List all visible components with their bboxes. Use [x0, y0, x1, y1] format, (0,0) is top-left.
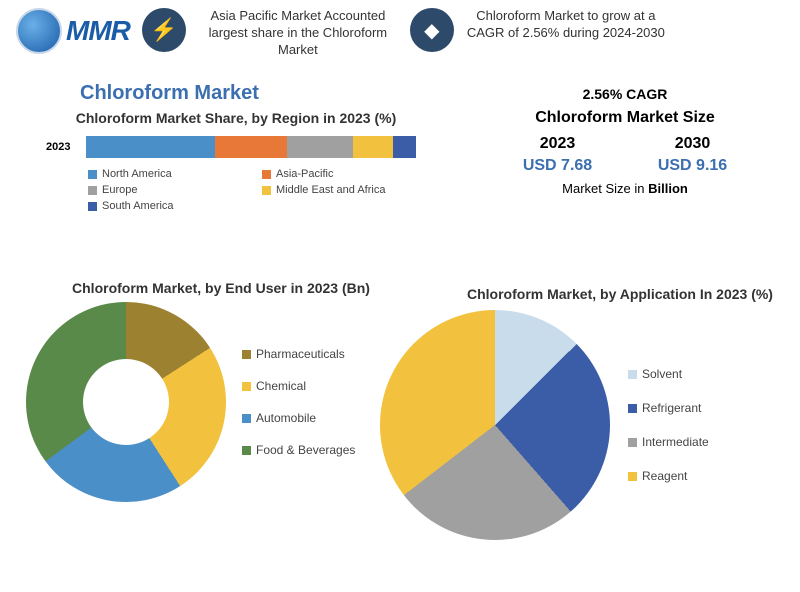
- donut-graphic: [26, 302, 226, 502]
- cagr-label: 2.56% CAGR: [490, 86, 760, 102]
- legend-item: Europe: [88, 184, 252, 196]
- legend-swatch: [242, 446, 251, 455]
- size-val-1: USD 7.68: [523, 157, 592, 175]
- region-seg: [353, 136, 393, 158]
- donut-title: Chloroform Market, by End User in 2023 (…: [26, 280, 416, 296]
- legend-swatch: [628, 438, 637, 447]
- legend-label: Refrigerant: [642, 401, 701, 415]
- region-bar: [86, 136, 416, 158]
- header-text-2: Chloroform Market to grow at a CAGR of 2…: [466, 8, 666, 42]
- donut-legend: Pharmaceuticals Chemical Automobile Food & …: [242, 347, 355, 457]
- legend-label: Automobile: [256, 411, 316, 425]
- pie-title: Chloroform Market, by Application In 202…: [450, 286, 790, 302]
- legend-item: Middle East and Africa: [262, 184, 426, 196]
- size-title: Chloroform Market Size: [490, 108, 760, 127]
- flame-icon: ◆: [410, 8, 454, 52]
- legend-swatch: [628, 370, 637, 379]
- legend-swatch: [262, 170, 271, 179]
- region-seg: [393, 136, 416, 158]
- header-text-1: Asia Pacific Market Accounted largest sh…: [198, 8, 398, 59]
- legend-item: Automobile: [242, 411, 355, 425]
- legend-label: South America: [102, 200, 174, 212]
- legend-label: North America: [102, 168, 172, 180]
- legend-item: South America: [88, 200, 252, 212]
- legend-label: Europe: [102, 184, 137, 196]
- size-year-1: 2023: [540, 135, 576, 153]
- size-note: Market Size in Billion: [490, 181, 760, 196]
- logo-text: MMR: [66, 15, 130, 47]
- legend-swatch: [242, 414, 251, 423]
- region-seg: [287, 136, 353, 158]
- legend-label: Asia-Pacific: [276, 168, 333, 180]
- size-val-2: USD 9.16: [658, 157, 727, 175]
- bolt-icon: ⚡: [142, 8, 186, 52]
- legend-item: Reagent: [628, 469, 709, 483]
- donut-chart: Chloroform Market, by End User in 2023 (…: [26, 280, 416, 502]
- legend-label: Pharmaceuticals: [256, 347, 345, 361]
- logo: MMR: [16, 8, 130, 54]
- region-seg: [215, 136, 288, 158]
- size-years: 2023 2030: [490, 135, 760, 153]
- legend-swatch: [242, 382, 251, 391]
- legend-item: Food & Beverages: [242, 443, 355, 457]
- pie-legend: Solvent Refrigerant Intermediate Reagent: [628, 367, 709, 483]
- main-title: Chloroform Market: [80, 82, 259, 105]
- legend-label: Intermediate: [642, 435, 709, 449]
- legend-swatch: [262, 186, 271, 195]
- header: MMR ⚡ Asia Pacific Market Accounted larg…: [0, 0, 800, 63]
- legend-item: Pharmaceuticals: [242, 347, 355, 361]
- size-note-bold: Billion: [648, 181, 688, 196]
- region-legend: North America Asia-Pacific Europe Middle Ea…: [88, 168, 426, 212]
- legend-item: Chemical: [242, 379, 355, 393]
- region-bar-label: 2023: [46, 141, 78, 153]
- globe-icon: [16, 8, 62, 54]
- legend-item: Asia-Pacific: [262, 168, 426, 180]
- pie-graphic: [380, 310, 610, 540]
- legend-label: Middle East and Africa: [276, 184, 385, 196]
- legend-label: Solvent: [642, 367, 682, 381]
- legend-label: Chemical: [256, 379, 306, 393]
- legend-item: Intermediate: [628, 435, 709, 449]
- legend-swatch: [242, 350, 251, 359]
- donut-hole: [83, 359, 169, 445]
- region-seg: [86, 136, 215, 158]
- legend-label: Food & Beverages: [256, 443, 355, 457]
- legend-label: Reagent: [642, 469, 687, 483]
- legend-swatch: [88, 186, 97, 195]
- pie-chart: Chloroform Market, by Application In 202…: [380, 286, 790, 540]
- legend-swatch: [88, 202, 97, 211]
- legend-swatch: [628, 472, 637, 481]
- market-size-box: 2.56% CAGR Chloroform Market Size 2023 2…: [490, 86, 760, 196]
- size-year-2: 2030: [675, 135, 711, 153]
- region-chart: Chloroform Market Share, by Region in 20…: [46, 110, 426, 212]
- legend-item: Solvent: [628, 367, 709, 381]
- region-bar-row: 2023: [46, 136, 426, 158]
- legend-item: Refrigerant: [628, 401, 709, 415]
- legend-swatch: [628, 404, 637, 413]
- legend-item: North America: [88, 168, 252, 180]
- size-note-prefix: Market Size in: [562, 181, 648, 196]
- size-values: USD 7.68 USD 9.16: [490, 157, 760, 175]
- region-chart-title: Chloroform Market Share, by Region in 20…: [46, 110, 426, 126]
- legend-swatch: [88, 170, 97, 179]
